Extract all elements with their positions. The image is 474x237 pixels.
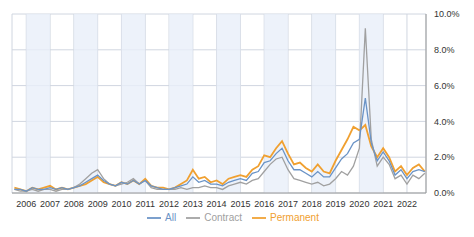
svg-text:2022: 2022 bbox=[397, 199, 417, 209]
svg-text:2.0%: 2.0% bbox=[434, 152, 455, 162]
svg-text:2017: 2017 bbox=[278, 199, 298, 209]
svg-text:2007: 2007 bbox=[40, 199, 60, 209]
svg-text:2021: 2021 bbox=[373, 199, 393, 209]
html-text:Contract: Contract bbox=[204, 211, 242, 223]
svg-text:2009: 2009 bbox=[88, 199, 108, 209]
html-text:All: All bbox=[165, 211, 177, 223]
svg-text:2013: 2013 bbox=[183, 199, 203, 209]
svg-text:2006: 2006 bbox=[16, 199, 36, 209]
svg-text:2010: 2010 bbox=[111, 199, 131, 209]
svg-text:2008: 2008 bbox=[64, 199, 84, 209]
svg-text:2016: 2016 bbox=[254, 199, 274, 209]
svg-text:2011: 2011 bbox=[136, 199, 155, 209]
svg-text:10.0%: 10.0% bbox=[434, 9, 460, 19]
svg-text:2012: 2012 bbox=[159, 199, 179, 209]
html-text:Permanent: Permanent bbox=[270, 211, 319, 223]
svg-text:2019: 2019 bbox=[326, 199, 346, 209]
svg-text:0.0%: 0.0% bbox=[434, 188, 455, 198]
svg-text:2018: 2018 bbox=[302, 199, 322, 209]
svg-text:4.0%: 4.0% bbox=[434, 117, 455, 127]
svg-text:2015: 2015 bbox=[230, 199, 250, 209]
svg-text:2014: 2014 bbox=[207, 199, 227, 209]
svg-text:8.0%: 8.0% bbox=[434, 45, 455, 55]
svg-text:2020: 2020 bbox=[349, 199, 369, 209]
svg-text:6.0%: 6.0% bbox=[434, 81, 455, 91]
